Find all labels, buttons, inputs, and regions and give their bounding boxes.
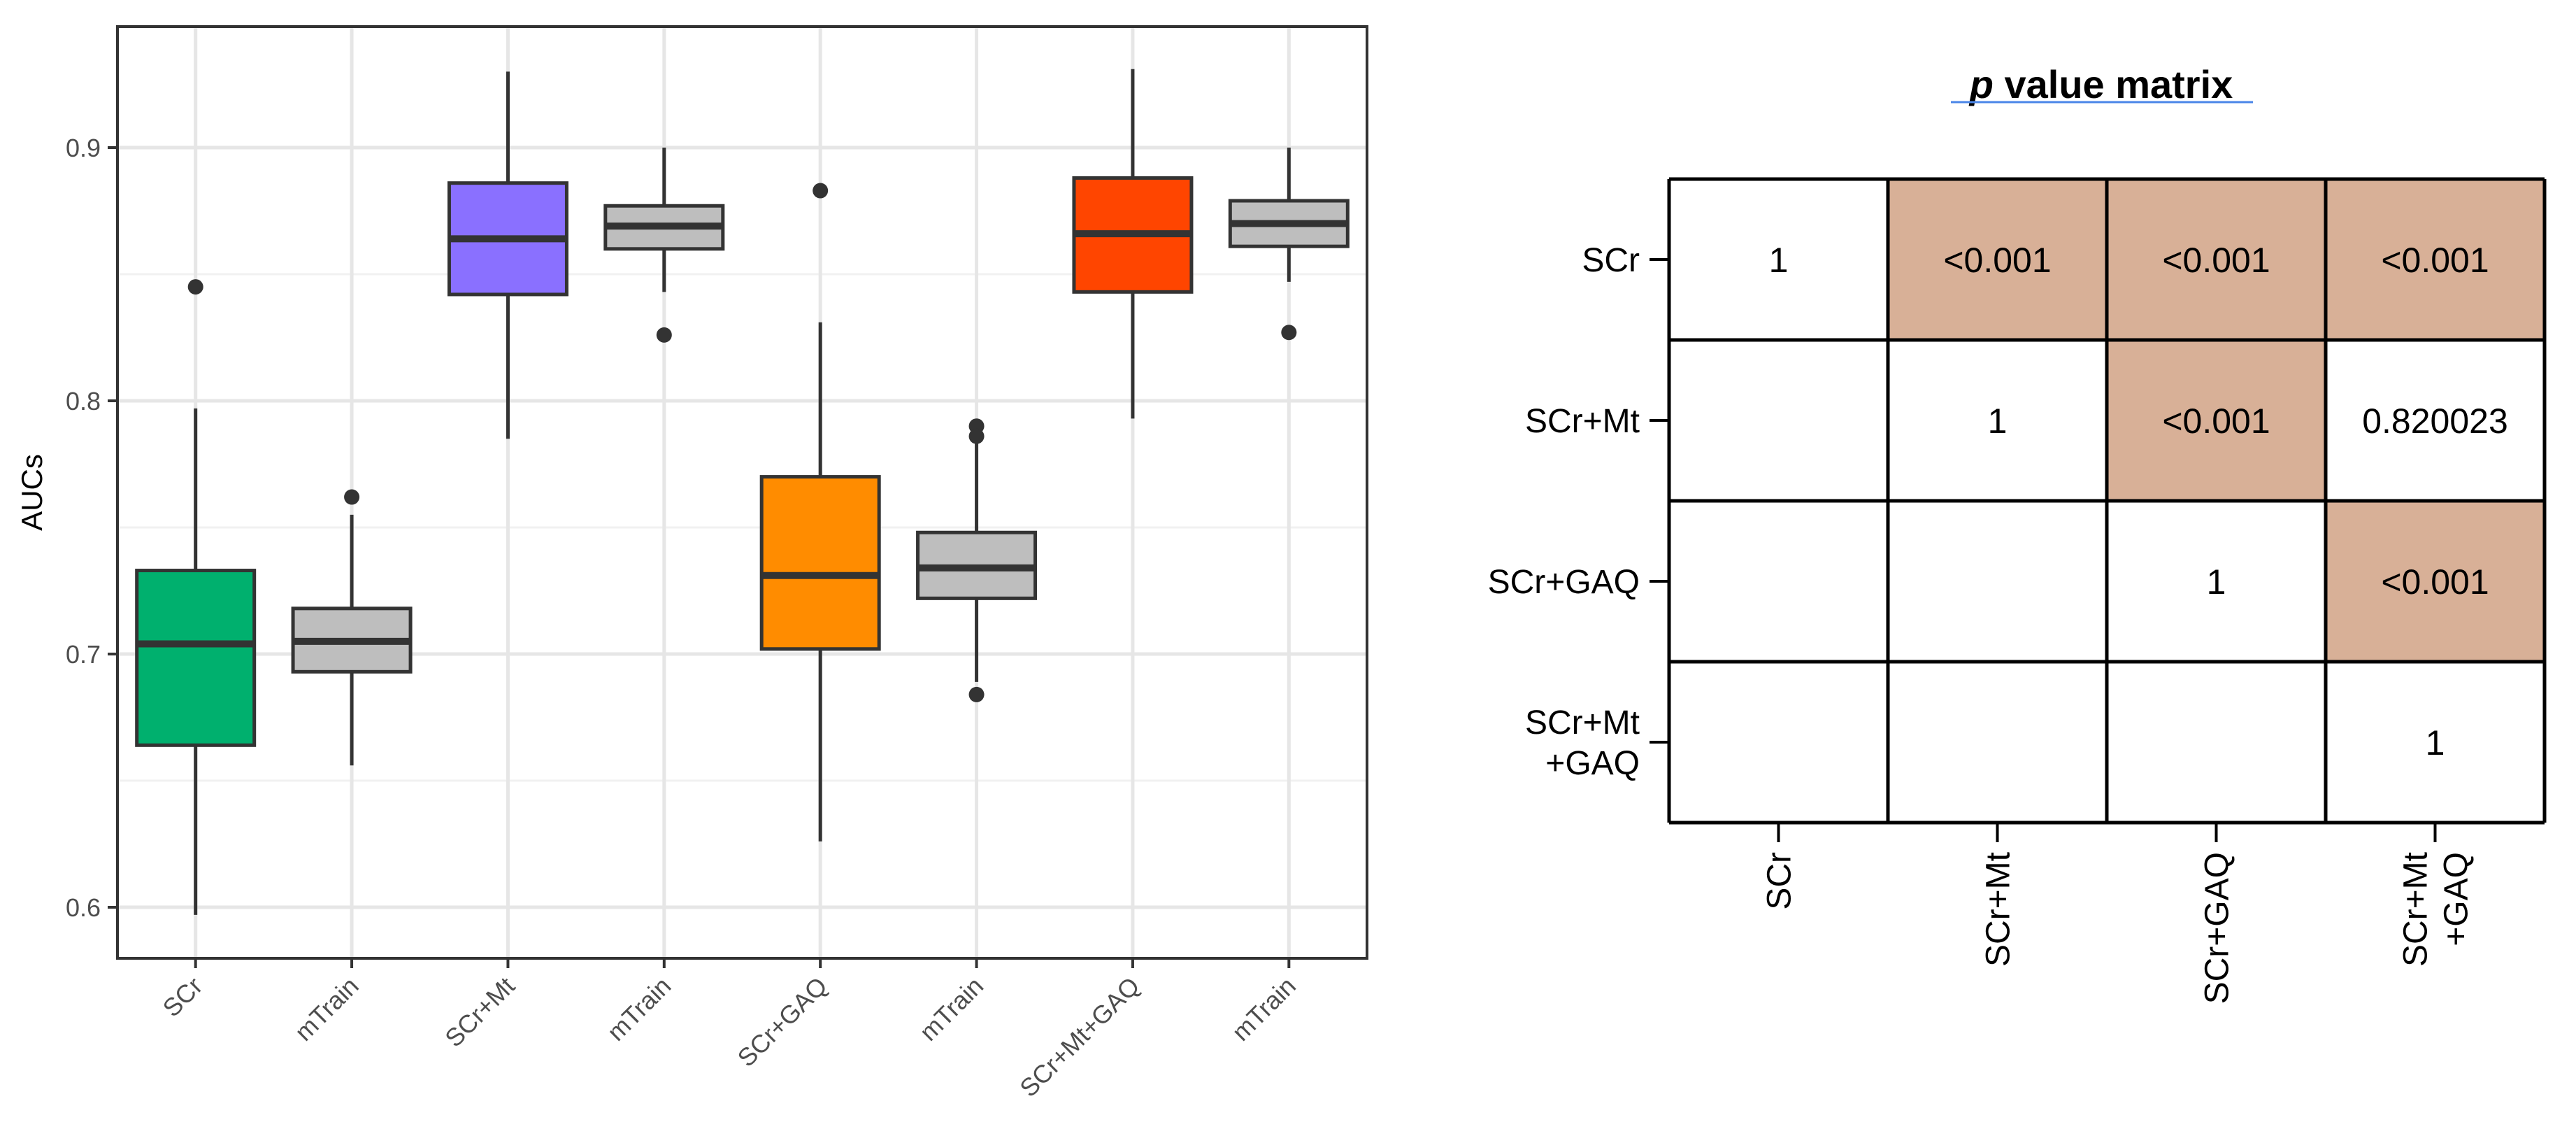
box-iqr <box>759 475 881 651</box>
matrix-cell <box>1888 501 2107 662</box>
auc-boxplot-chart: 0.6 0.7 0.8 0.9 SCr mTrain SCr+Mt mTrain SCr+GAQ… <box>15 25 1368 1102</box>
x-tick-label: SCr <box>157 972 208 1023</box>
matrix-cell-value: <0.001 <box>1943 241 2051 280</box>
y-tick-label: 0.7 <box>66 640 101 669</box>
box-3 <box>447 71 568 439</box>
outlier-point <box>968 428 985 444</box>
x-tick-label: mTrain <box>1226 972 1301 1046</box>
x-tick-label: SCr+Mt+GAQ <box>1014 972 1145 1102</box>
matrix-cell <box>2326 662 2545 823</box>
plot-border <box>116 25 1368 960</box>
outlier-point <box>1281 325 1297 341</box>
y-tick-label: 0.8 <box>66 387 101 416</box>
matrix-cell-value: <0.001 <box>2162 402 2270 441</box>
x-tick-label: SCr+GAQ <box>732 972 833 1072</box>
y-tick-label: 0.9 <box>66 134 101 162</box>
matrix-cell <box>1888 662 2107 823</box>
box-2 <box>291 489 413 766</box>
matrix-cell <box>2107 662 2326 823</box>
row-label: SCr+Mt <box>1525 403 1640 440</box>
col-label: SCr+Mt <box>2398 852 2435 967</box>
box-6 <box>916 418 1038 702</box>
matrix-cell <box>2326 340 2545 501</box>
matrix-cell-value: 0.820023 <box>2362 402 2508 441</box>
outlier-point <box>968 686 985 702</box>
matrix-cell-value: 1 <box>1988 402 2008 441</box>
row-label: SCr <box>1582 242 1640 279</box>
x-tick-label: SCr+Mt <box>439 972 520 1053</box>
matrix-cell-value: 1 <box>2426 723 2445 762</box>
outlier-point <box>656 327 672 343</box>
y-tick-label: 0.6 <box>66 893 101 922</box>
x-tick-label: mTrain <box>601 972 676 1046</box>
x-tick-label: mTrain <box>289 972 364 1046</box>
matrix-cell-value: 1 <box>2207 562 2226 602</box>
matrix-cell <box>1669 340 1888 501</box>
row-label: +GAQ <box>1545 745 1640 782</box>
row-label: SCr+Mt <box>1525 704 1640 741</box>
x-tick-label: mTrain <box>914 972 989 1046</box>
matrix-title-italic: p <box>1968 62 1994 106</box>
matrix-cell <box>2107 340 2326 501</box>
matrix-cell <box>1888 340 2107 501</box>
matrix-cell <box>2107 179 2326 340</box>
p-value-matrix: p value matrix 1 <0.001 <0.001 <0.001 1 <0.001… <box>1488 62 2547 1004</box>
matrix-cell-value: 1 <box>1769 241 1789 280</box>
y-axis-title: AUCs <box>15 454 48 531</box>
box-8 <box>1228 148 1350 341</box>
box-1 <box>135 279 257 915</box>
col-label: SCr <box>1761 852 1798 910</box>
matrix-cell <box>2107 501 2326 662</box>
matrix-cell-value: <0.001 <box>2162 241 2270 280</box>
outlier-point <box>813 183 829 199</box>
outlier-point <box>344 489 360 505</box>
row-label: SCr+GAQ <box>1488 564 1640 601</box>
matrix-cell <box>1669 179 1888 340</box>
box-7 <box>1072 69 1194 419</box>
box-iqr <box>135 569 257 747</box>
col-label: SCr+GAQ <box>2199 852 2236 1004</box>
matrix-cell <box>1888 179 2107 340</box>
matrix-title-rest: value matrix <box>1994 62 2233 106</box>
matrix-cell <box>2326 501 2545 662</box>
matrix-cell-value: <0.001 <box>2381 241 2489 280</box>
matrix-cell <box>1669 662 1888 823</box>
matrix-cell <box>2326 179 2545 340</box>
matrix-cell <box>1669 501 1888 662</box>
plot-panel <box>117 27 1367 958</box>
box-5 <box>759 183 881 842</box>
col-label: SCr+Mt <box>1980 852 2017 967</box>
col-label: +GAQ <box>2438 852 2475 946</box>
box-4 <box>603 148 725 343</box>
outlier-point <box>187 279 203 295</box>
matrix-title: p value matrix <box>1968 62 2233 106</box>
matrix-cell-value: <0.001 <box>2381 562 2489 602</box>
